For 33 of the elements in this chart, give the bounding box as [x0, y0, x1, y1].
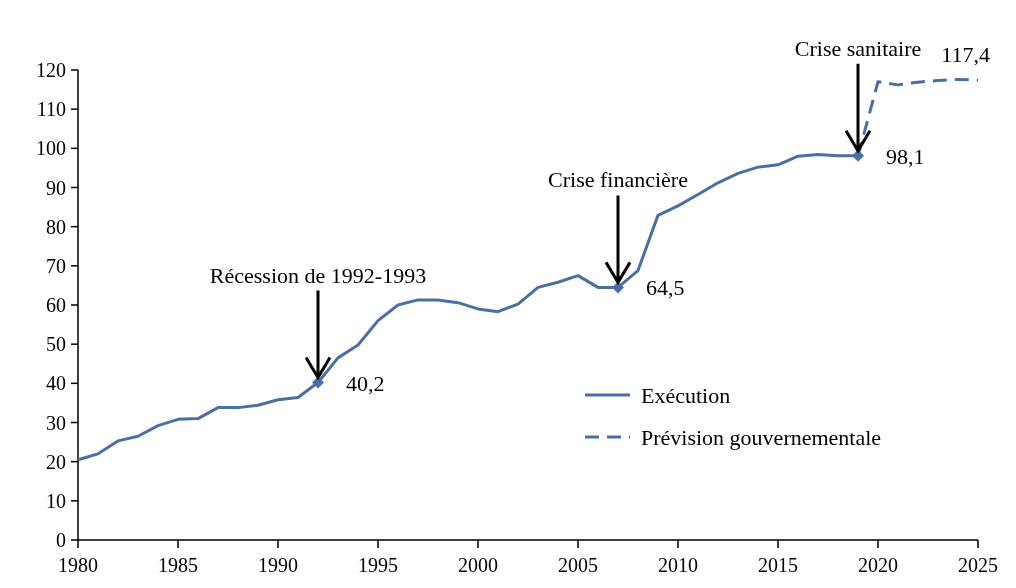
x-tick-label: 2015 [758, 554, 798, 576]
annotation: Crise financière [548, 167, 688, 193]
y-tick-label: 50 [46, 333, 66, 356]
data-label: 98,1 [886, 143, 925, 169]
data-label: 40,2 [346, 370, 385, 396]
y-tick-label: 80 [46, 215, 66, 238]
legend-label: Prévision gouvernementale [641, 424, 882, 450]
annotation: Récession de 1992-1993 [209, 262, 427, 288]
y-tick-label: 90 [46, 176, 66, 199]
legend-label: Exécution [641, 382, 731, 408]
y-tick-label: 40 [46, 372, 66, 395]
data-label: 117,4 [941, 42, 990, 68]
annotation: Crise sanitaire [794, 35, 922, 61]
x-tick-label: 2005 [558, 554, 598, 576]
y-tick-label: 60 [46, 294, 66, 316]
y-tick-label: 120 [36, 59, 66, 81]
y-tick-label: 10 [46, 489, 66, 512]
y-tick-label: 0 [56, 529, 66, 551]
x-tick-label: 1995 [358, 554, 398, 576]
y-tick-label: 20 [46, 450, 66, 473]
x-tick-label: 2020 [858, 554, 898, 576]
y-tick-label: 70 [46, 254, 66, 277]
x-tick-label: 2025 [958, 554, 998, 576]
y-tick-label: 100 [36, 137, 66, 160]
x-tick-label: 1980 [58, 554, 98, 576]
y-tick-label: 110 [36, 98, 66, 121]
y-tick-label: 30 [46, 411, 66, 434]
data-label: 64,5 [646, 275, 685, 301]
x-tick-label: 2010 [658, 554, 698, 576]
point [612, 281, 624, 294]
x-tick-label: 1990 [258, 554, 298, 576]
x-tick-label: 1985 [158, 554, 198, 576]
x-tick-label: 2000 [458, 554, 498, 576]
